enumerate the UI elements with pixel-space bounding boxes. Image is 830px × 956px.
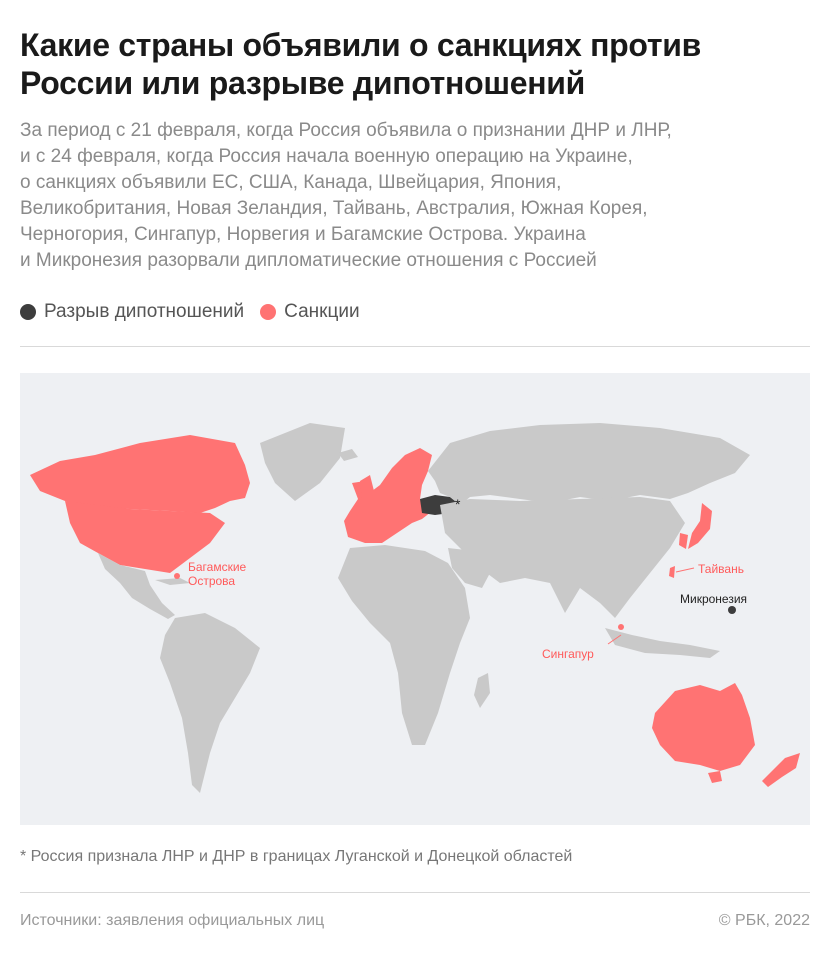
- iceland: [338, 449, 358, 461]
- madagascar: [474, 673, 490, 708]
- south-korea: [679, 533, 688, 549]
- arabia: [448, 548, 490, 588]
- singapore-label: Сингапур: [542, 647, 594, 661]
- bahamas-label-line2: Острова: [188, 574, 235, 588]
- taiwan-label: Тайвань: [698, 562, 744, 576]
- micronesia-label: Микронезия: [680, 592, 747, 606]
- russia: [428, 423, 750, 505]
- mexico-central-america: [98, 553, 175, 619]
- legend-dot-break: [20, 304, 36, 320]
- footnote: * Россия признала ЛНР и ДНР в границах Л…: [20, 848, 573, 865]
- greenland: [260, 423, 345, 501]
- bottom-divider: [20, 892, 810, 893]
- singapore: [618, 624, 624, 630]
- asia-mainland: [440, 497, 685, 618]
- copyright-text: © РБК, 2022: [718, 912, 810, 929]
- bahamas: [174, 573, 180, 579]
- legend-dot-sanctions: [260, 304, 277, 320]
- uk: [360, 475, 374, 501]
- europe-sanctions: [344, 448, 440, 543]
- page-title: Какие страны объявили о санкциях против …: [20, 27, 701, 101]
- source-text: Источники: заявления официальных лиц: [20, 912, 325, 929]
- asterisk-label: *: [455, 496, 461, 512]
- australia: [652, 683, 755, 771]
- top-divider: [20, 346, 810, 347]
- taiwan-leader: [675, 567, 695, 573]
- subtitle: За период с 21 февраля, когда Россия объ…: [20, 120, 672, 271]
- cuba: [155, 578, 190, 585]
- usa: [65, 501, 225, 573]
- bahamas-label-line1: Багамские: [188, 560, 247, 574]
- indonesia: [605, 628, 720, 658]
- canada: [30, 435, 250, 513]
- taiwan: [669, 566, 675, 578]
- legend-item-sanctions: Санкции: [260, 301, 360, 323]
- tasmania: [708, 771, 722, 783]
- japan: [688, 503, 712, 549]
- legend-item-break: Разрыв дипотношений: [20, 301, 244, 323]
- south-america: [160, 613, 260, 793]
- legend-label-break: Разрыв дипотношений: [44, 301, 245, 322]
- legend-label-sanctions: Санкции: [284, 301, 360, 322]
- micronesia-dot: [728, 606, 736, 614]
- bahamas-label: Багамские Острова: [188, 560, 250, 588]
- world-map: * Багамские Острова Тайвань Микронезия С…: [20, 373, 810, 825]
- africa: [338, 545, 470, 745]
- singapore-leader: [607, 634, 622, 645]
- legend: Разрыв дипотношений Санкции: [20, 300, 376, 324]
- world-map-svg: * Багамские Острова Тайвань Микронезия С…: [30, 423, 800, 793]
- new-zealand: [762, 753, 800, 787]
